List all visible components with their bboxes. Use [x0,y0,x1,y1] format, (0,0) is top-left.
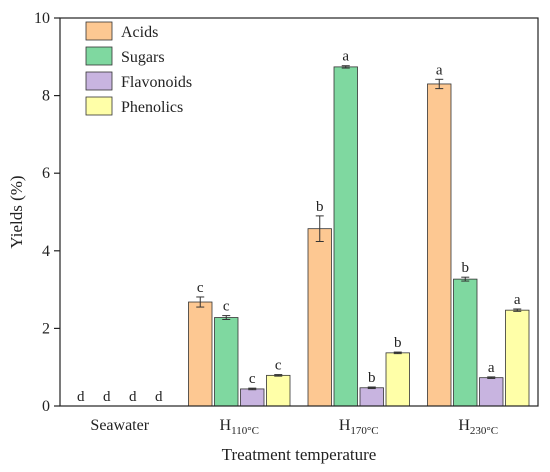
bars [188,65,530,407]
x-category-main: H [339,417,351,434]
bar-phenolics [505,309,530,407]
legend: Acids Sugars Flavonoids Phenolics [85,21,192,116]
bar-acids [188,301,213,407]
significance-letter: c [197,280,204,296]
bar-sugars [453,278,478,407]
x-category-main: H [458,417,470,434]
significance-letter: c [223,299,230,315]
significance-letter: d [103,389,111,405]
significance-letter: b [394,335,402,351]
bar-phenolics [266,374,291,407]
significance-letter: d [155,389,163,405]
significance-letter: d [129,389,137,405]
y-tick-label: 0 [42,398,50,415]
x-category-main: Seawater [90,417,149,434]
legend-label-flavonoids: Flavonoids [121,74,192,91]
bar-flavonoids [240,388,265,407]
x-axis-title: Treatment temperature [222,445,377,464]
significance-letter: b [368,370,376,386]
x-category-subscript: 230°C [470,425,498,437]
significance-letter: a [342,49,349,65]
bar-acids [307,228,332,407]
x-category-subscript: 110°C [231,425,259,437]
bar-acids [427,83,452,407]
bar-sugars [333,66,358,407]
significance-letters: d d d d c c c c b a b b a b a a [77,49,521,405]
significance-letter: d [77,389,85,405]
bar-phenolics [385,352,410,407]
bar-sugars [214,317,239,407]
legend-swatch-sugars [85,46,113,66]
significance-letter: a [488,360,495,376]
plot-frame [59,17,539,407]
y-tick-label: 10 [34,10,50,27]
bar-flavonoids [359,387,384,407]
x-category-label: H110°C [220,417,259,437]
bar-flavonoids [479,377,504,407]
y-axis-ticks: 0 2 4 6 8 10 [34,10,60,415]
legend-label-phenolics: Phenolics [121,99,183,116]
legend-swatch-phenolics [85,96,113,116]
x-category-label: Seawater [90,417,149,434]
significance-letter: b [462,260,470,276]
significance-letter: b [316,199,324,215]
x-category-subscript: 170°C [350,425,378,437]
y-tick-label: 2 [42,320,50,337]
x-axis-categories: Seawater H110°C H170°C H230°C [90,417,498,437]
legend-label-sugars: Sugars [121,49,165,66]
legend-swatch-acids [85,21,113,41]
significance-letter: c [275,358,282,374]
x-category-label: H230°C [458,417,498,437]
x-category-main: H [220,417,232,434]
y-tick-label: 4 [42,243,50,260]
x-category-label: H170°C [339,417,379,437]
y-tick-label: 6 [42,165,50,182]
significance-letter: c [249,371,256,387]
y-tick-label: 8 [42,88,50,105]
legend-label-acids: Acids [121,24,158,41]
y-axis-title: Yields (%) [7,175,26,248]
significance-letter: a [436,62,443,78]
legend-swatch-flavonoids [85,71,113,91]
significance-letter: a [514,292,521,308]
